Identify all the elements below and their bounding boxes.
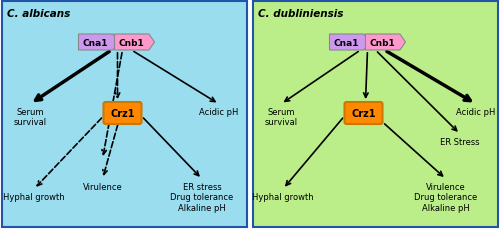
Text: Hyphal growth: Hyphal growth bbox=[3, 192, 65, 201]
Text: Cna1: Cna1 bbox=[83, 38, 108, 47]
Text: Virulence: Virulence bbox=[82, 182, 122, 191]
Polygon shape bbox=[330, 35, 370, 51]
Polygon shape bbox=[366, 35, 406, 51]
FancyBboxPatch shape bbox=[104, 103, 142, 124]
Text: C. albicans: C. albicans bbox=[7, 9, 70, 19]
Text: Serum
survival: Serum survival bbox=[264, 108, 298, 127]
FancyBboxPatch shape bbox=[2, 2, 247, 227]
Text: C. dubliniensis: C. dubliniensis bbox=[258, 9, 344, 19]
Text: Virulence
Drug tolerance
Alkaline pH: Virulence Drug tolerance Alkaline pH bbox=[414, 182, 478, 212]
Text: Crz1: Crz1 bbox=[110, 109, 135, 118]
Text: Acidic pH: Acidic pH bbox=[200, 108, 238, 117]
Text: Cnb1: Cnb1 bbox=[370, 38, 396, 47]
Text: Serum
survival: Serum survival bbox=[14, 108, 46, 127]
Text: Cna1: Cna1 bbox=[334, 38, 359, 47]
Text: ER stress
Drug tolerance
Alkaline pH: ER stress Drug tolerance Alkaline pH bbox=[170, 182, 234, 212]
Text: Acidic pH: Acidic pH bbox=[456, 108, 496, 117]
Text: ER Stress: ER Stress bbox=[440, 137, 480, 146]
Polygon shape bbox=[114, 35, 154, 51]
FancyBboxPatch shape bbox=[253, 2, 498, 227]
Text: Cnb1: Cnb1 bbox=[119, 38, 144, 47]
Text: Hyphal growth: Hyphal growth bbox=[252, 192, 314, 201]
FancyBboxPatch shape bbox=[344, 103, 383, 124]
Text: Crz1: Crz1 bbox=[351, 109, 376, 118]
Polygon shape bbox=[78, 35, 118, 51]
